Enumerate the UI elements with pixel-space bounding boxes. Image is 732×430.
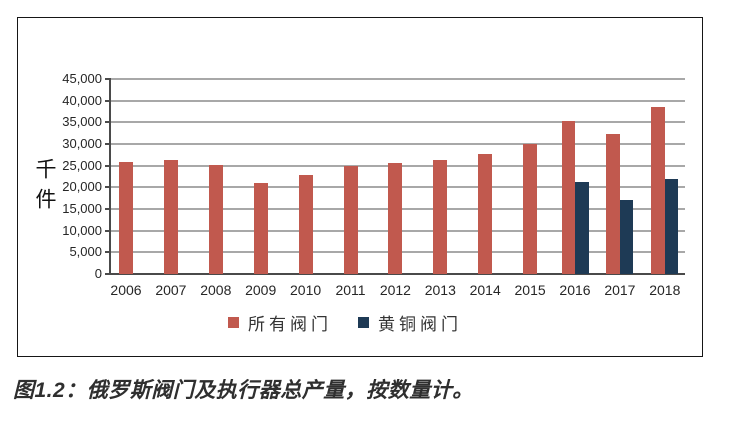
y-tick-label: 10,000 xyxy=(62,222,102,238)
legend-item: 所有阀门 xyxy=(228,310,332,335)
y-axis-tick xyxy=(105,273,110,275)
y-axis-tick xyxy=(105,208,110,210)
y-axis-tick xyxy=(105,229,110,232)
bar-all-valves xyxy=(561,121,575,274)
legend-label: 所有阀门 xyxy=(248,315,332,334)
figure-caption: 图1.2：俄罗斯阀门及执行器总产量，按数量计。 xyxy=(13,379,474,402)
bar-all-valves xyxy=(388,162,403,274)
gridline xyxy=(110,78,685,80)
bar-all-valves xyxy=(208,165,223,274)
y-tick-label: 35,000 xyxy=(62,114,102,130)
x-tick-label: 2017 xyxy=(604,282,636,298)
y-axis-tick xyxy=(105,121,110,124)
bar-all-valves xyxy=(119,162,133,274)
y-tick-label: 25,000 xyxy=(62,157,102,173)
x-tick-label: 2007 xyxy=(155,282,187,298)
bar-all-valves xyxy=(606,134,620,274)
bar-brass-valves xyxy=(664,179,679,274)
x-tick-label: 2015 xyxy=(514,282,546,298)
y-tick-label: 40,000 xyxy=(62,92,102,108)
y-tick-label: 30,000 xyxy=(62,136,102,151)
y-axis-tick xyxy=(105,143,110,145)
chart-plot: 45,000 40,000 35,000 30,000 25,000 20,000 15,0… xyxy=(18,18,702,356)
y-axis-title: 千件 xyxy=(33,158,56,218)
y-tick-label: 0 xyxy=(94,266,102,281)
x-tick-label: 2014 xyxy=(469,282,501,298)
y-tick-label: 45,000 xyxy=(62,71,102,86)
bar-all-valves xyxy=(298,175,313,274)
y-axis-tick xyxy=(105,99,110,102)
legend-label: 黄铜阀门 xyxy=(378,315,462,334)
x-tick-label: 2013 xyxy=(424,282,456,298)
y-tick-label: 15,000 xyxy=(62,201,102,216)
y-tick-label: 20,000 xyxy=(62,179,102,195)
y-tick-label: 5,000 xyxy=(69,244,102,260)
legend: 所有阀门 黄铜阀门 xyxy=(3,310,687,335)
x-tick-label: 2008 xyxy=(200,282,232,298)
bar-all-valves xyxy=(253,183,268,274)
y-axis-tick xyxy=(105,164,110,167)
x-tick-label: 2018 xyxy=(649,282,681,298)
bar-all-valves xyxy=(433,160,448,274)
bar-brass-valves xyxy=(575,181,589,274)
bar-all-valves xyxy=(163,160,178,274)
x-tick-label: 2010 xyxy=(290,282,322,298)
x-tick-label: 2006 xyxy=(110,282,142,298)
y-axis-tick xyxy=(105,186,110,189)
gridline xyxy=(110,121,685,124)
x-tick-label: 2016 xyxy=(559,282,591,298)
legend-item: 黄铜阀门 xyxy=(358,310,462,335)
y-axis-line xyxy=(109,78,111,274)
bar-brass-valves xyxy=(619,199,634,274)
bar-all-valves xyxy=(478,153,493,274)
bar-all-valves xyxy=(523,144,538,274)
bar-all-valves xyxy=(343,166,358,274)
x-tick-label: 2011 xyxy=(335,282,366,298)
y-axis-tick xyxy=(105,78,110,80)
x-tick-label: 2009 xyxy=(245,282,277,298)
bar-all-valves xyxy=(651,107,665,274)
gridline xyxy=(110,99,685,102)
legend-swatch-all-valves xyxy=(228,317,239,328)
x-axis-line xyxy=(109,273,685,275)
legend-swatch-brass-valves xyxy=(358,317,369,328)
figure-box: 45,000 40,000 35,000 30,000 25,000 20,000 15,0… xyxy=(17,17,703,357)
y-axis-tick xyxy=(105,251,110,254)
x-tick-label: 2012 xyxy=(379,282,411,298)
gridline xyxy=(110,143,685,145)
